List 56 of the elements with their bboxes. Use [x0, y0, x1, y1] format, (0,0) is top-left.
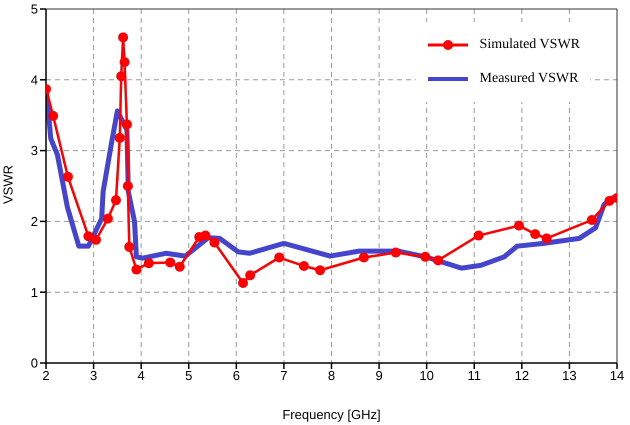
x-tick-label: 10	[419, 368, 434, 384]
point	[124, 242, 134, 252]
point	[116, 71, 126, 82]
y-tick-label: 2	[30, 214, 38, 230]
x-tick-label: 14	[610, 368, 624, 384]
point	[298, 261, 309, 272]
legend-label: Simulated VSWR	[480, 37, 580, 53]
legend-label: Measured VSWR	[480, 71, 578, 87]
point	[83, 231, 94, 242]
point	[131, 264, 142, 275]
x-tick-label: 9	[375, 368, 383, 384]
x-tick-label: 3	[90, 368, 98, 384]
point	[474, 230, 484, 241]
y-tick-label: 4	[30, 72, 38, 88]
x-tick-label: 2	[42, 368, 50, 384]
point	[174, 262, 185, 272]
point	[315, 265, 326, 276]
point	[165, 257, 176, 268]
point	[122, 119, 132, 130]
point	[62, 172, 73, 182]
x-tick-label: 12	[514, 368, 530, 384]
x-axis-title: Frequency [GHz]	[282, 407, 381, 422]
point	[420, 252, 430, 262]
point	[433, 255, 444, 266]
y-tick-label: 1	[30, 284, 38, 300]
point	[358, 252, 369, 263]
point	[120, 57, 130, 68]
y-tick-label: 0	[30, 356, 38, 371]
x-tick-label: 8	[328, 368, 336, 384]
point	[114, 132, 125, 143]
point	[209, 238, 220, 248]
point	[118, 32, 128, 42]
x-tick-label: 5	[185, 368, 192, 384]
point	[530, 229, 540, 240]
point	[110, 195, 121, 206]
x-tick-label: 11	[468, 368, 481, 384]
point	[245, 270, 256, 280]
point	[48, 110, 58, 121]
x-tick-label: 4	[138, 368, 145, 384]
y-tick-label: 3	[30, 143, 38, 158]
point	[514, 220, 524, 231]
y-axis-title: VSWR	[0, 165, 16, 204]
point	[122, 181, 133, 191]
point	[586, 214, 597, 225]
point	[90, 234, 101, 245]
point	[274, 252, 284, 263]
point	[390, 248, 401, 258]
x-tick-label: 7	[280, 368, 288, 384]
point	[144, 258, 154, 268]
point	[200, 230, 210, 241]
x-tick-label: 13	[562, 368, 577, 384]
point	[238, 278, 248, 288]
y-tick-label: 5	[30, 2, 38, 17]
point	[102, 214, 113, 224]
x-tick-label: 6	[232, 368, 240, 384]
point	[542, 233, 552, 244]
